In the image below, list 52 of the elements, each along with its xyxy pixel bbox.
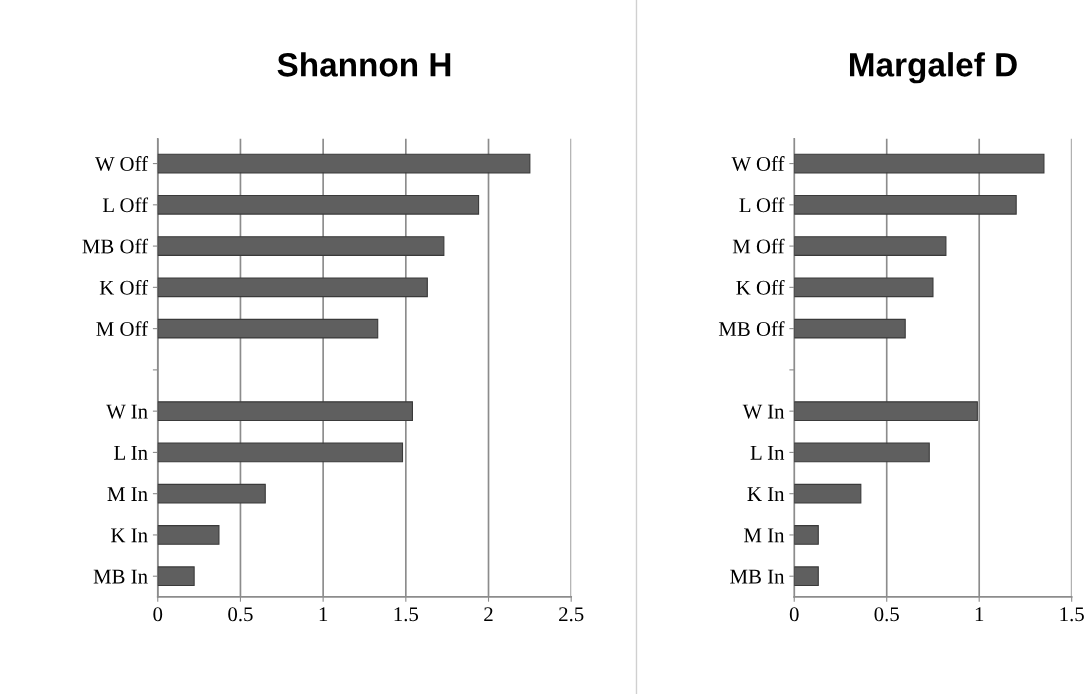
bar	[794, 525, 819, 545]
x-tick-label: 1.5	[1060, 607, 1084, 622]
y-tick-label: L Off	[739, 197, 785, 213]
bar	[794, 236, 947, 256]
x-tick-label: 0.5	[228, 607, 253, 622]
y-tick-label: M In	[107, 487, 148, 501]
x-tick-label: 0	[153, 607, 163, 622]
bar	[794, 318, 906, 339]
y-tick-label: L Off	[102, 197, 149, 213]
y-tick-label: W In	[106, 404, 148, 419]
bar	[794, 277, 934, 298]
bar	[794, 194, 1017, 215]
bar	[794, 566, 819, 587]
y-tick-label: MB Off	[82, 238, 149, 254]
chart-title: Margalef D	[849, 52, 1017, 84]
bar	[157, 442, 404, 463]
x-tick-label: 1	[975, 607, 984, 622]
bar	[794, 442, 930, 463]
x-tick-label: 1	[319, 607, 328, 622]
y-tick-label: MB In	[93, 569, 148, 584]
bar	[157, 236, 445, 256]
bar	[157, 194, 480, 215]
y-tick-label: K Off	[736, 279, 785, 295]
y-tick-label: W In	[742, 404, 785, 419]
x-tick-label: 0	[789, 607, 799, 622]
y-tick-label: L In	[750, 446, 785, 460]
y-tick-label: MB Off	[718, 321, 785, 337]
x-tick-label: 2.5	[559, 607, 584, 622]
y-tick-label: M In	[744, 528, 785, 543]
y-tick-label: M Off	[96, 321, 149, 337]
y-tick-label: W Off	[731, 156, 785, 172]
bar	[157, 483, 266, 504]
bar	[157, 401, 413, 421]
x-tick-label: 2	[484, 607, 493, 622]
bar	[157, 277, 428, 298]
bar	[157, 525, 220, 545]
chart-title: Shannon H	[277, 52, 451, 77]
y-tick-label: L In	[114, 446, 148, 460]
bar	[157, 153, 531, 174]
y-tick-label: K Off	[99, 279, 149, 295]
bar	[157, 566, 195, 587]
bar	[157, 318, 379, 339]
y-tick-label: M Off	[732, 238, 785, 254]
x-tick-label: 0.5	[874, 607, 899, 622]
bar	[794, 153, 1045, 174]
x-tick-label: 1.5	[394, 607, 419, 622]
bar	[794, 483, 862, 504]
y-tick-label: K In	[111, 528, 148, 543]
y-tick-label: K In	[747, 487, 785, 501]
y-tick-label: MB In	[730, 569, 785, 584]
y-tick-label: W Off	[94, 156, 149, 172]
bar	[794, 401, 978, 421]
